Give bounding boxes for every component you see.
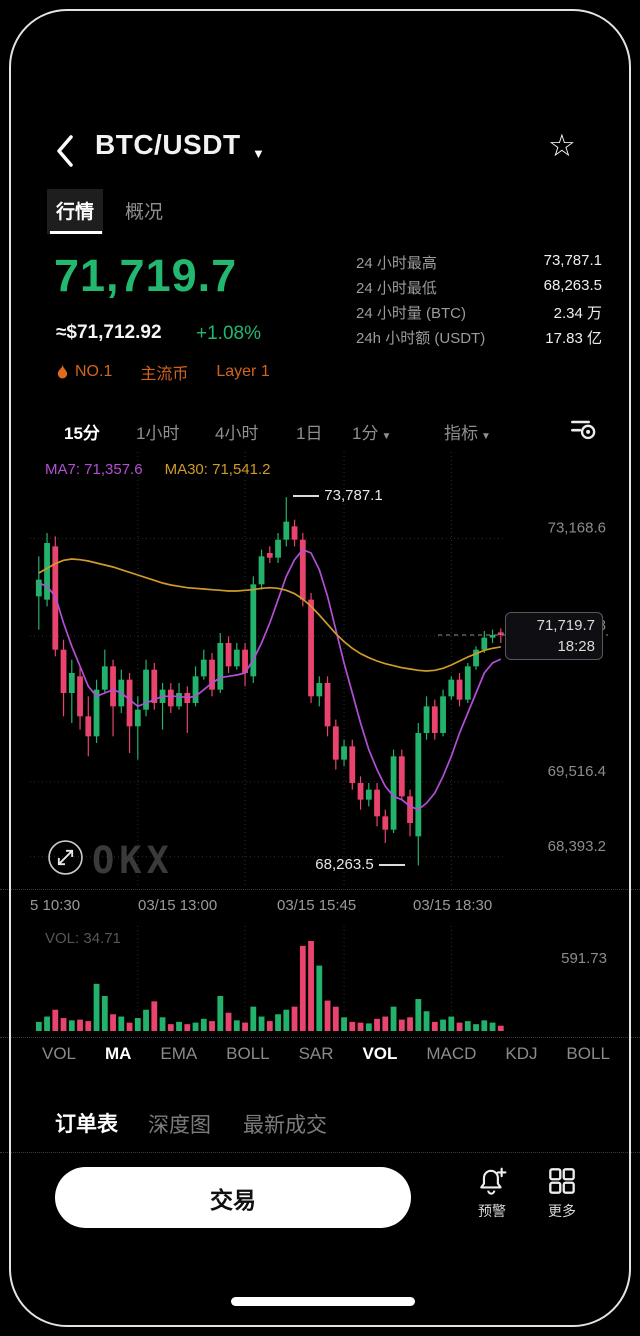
divider bbox=[0, 1037, 640, 1038]
more-button[interactable]: 更多 bbox=[534, 1166, 590, 1221]
last-price-tag-time: 18:28 bbox=[557, 638, 595, 656]
stats-panel: 24 小时最高 73,787.1 24 小时最低 68,263.5 24 小时量… bbox=[356, 252, 602, 352]
ma7-label: MA7: 71,357.6 bbox=[45, 461, 143, 478]
tab-depth-chart[interactable]: 深度图 bbox=[148, 1114, 211, 1137]
tab-overview[interactable]: 概况 bbox=[125, 202, 164, 223]
indicator-selector-row: VOL MA EMA BOLL SAR VOL MACD KDJ BOLL bbox=[42, 1044, 610, 1064]
rank-badge-label: NO.1 bbox=[75, 363, 113, 380]
stat-value: 17.83 亿 bbox=[545, 330, 602, 347]
stat-label: 24 小时最低 bbox=[356, 280, 437, 297]
price-change: +1.08% bbox=[196, 323, 261, 344]
x-tick-3: 03/15 18:30 bbox=[413, 897, 493, 914]
bell-plus-icon bbox=[480, 1167, 507, 1195]
caret-down-icon: ▼ bbox=[381, 431, 392, 442]
caret-down-icon: ▼ bbox=[481, 431, 491, 442]
tag-mainstream[interactable]: 主流币 bbox=[140, 366, 189, 383]
home-indicator bbox=[231, 1297, 415, 1306]
stat-value: 2.34 万 bbox=[553, 305, 602, 322]
more-label: 更多 bbox=[548, 1203, 576, 1219]
x-tick-1: 03/15 13:00 bbox=[138, 897, 218, 914]
x-tick-0: 5 10:30 bbox=[30, 897, 81, 914]
annotation-dash bbox=[378, 863, 405, 866]
price-alert-label: 预警 bbox=[478, 1203, 506, 1219]
tab-latest-trades[interactable]: 最新成交 bbox=[243, 1114, 327, 1137]
stat-row-high: 24 小时最高 73,787.1 bbox=[356, 252, 602, 277]
stat-row-low: 24 小时最低 68,263.5 bbox=[356, 277, 602, 302]
interval-1h[interactable]: 1小时 bbox=[136, 424, 180, 443]
low-annotation: 68,263.5 bbox=[315, 856, 405, 873]
stat-label: 24h 小时额 (USDT) bbox=[356, 330, 486, 347]
x-tick-2: 03/15 15:45 bbox=[277, 897, 357, 914]
indicator-dropdown[interactable]: 指标 ▼ bbox=[444, 424, 491, 443]
tag-layer1[interactable]: Layer 1 bbox=[216, 363, 270, 380]
ma30-label: MA30: 71,541.2 bbox=[164, 461, 271, 478]
price-chart[interactable]: 73,168.671,702.869,516.468,393.2 bbox=[30, 452, 610, 888]
rank-badge[interactable]: NO.1 bbox=[56, 363, 112, 381]
stat-row-turnover-usdt: 24h 小时额 (USDT) 17.83 亿 bbox=[356, 327, 602, 352]
divider bbox=[0, 1152, 640, 1153]
indicator-ema[interactable]: EMA bbox=[160, 1044, 198, 1063]
tab-active-underline bbox=[50, 231, 102, 234]
last-price-tag: 71,719.7 18:28 bbox=[505, 612, 603, 661]
divider bbox=[0, 889, 640, 890]
token-badges: NO.1 主流币 Layer 1 bbox=[56, 360, 270, 384]
indicator-ma[interactable]: MA bbox=[104, 1044, 132, 1063]
expand-chart-icon[interactable] bbox=[47, 839, 84, 876]
tab-order-book[interactable]: 订单表 bbox=[55, 1113, 118, 1136]
pair-dropdown-caret-icon[interactable]: ▼ bbox=[252, 146, 265, 161]
annotation-dash bbox=[293, 494, 320, 497]
high-annotation: 73,787.1 bbox=[293, 487, 383, 504]
fiat-price: ≈$71,712.92 bbox=[56, 322, 162, 343]
svg-text:68,393.2: 68,393.2 bbox=[548, 838, 606, 855]
indicator-settings-icon[interactable] bbox=[570, 417, 598, 441]
interval-15m[interactable]: 15分 bbox=[64, 424, 100, 443]
svg-text:73,168.6: 73,168.6 bbox=[548, 519, 606, 536]
volume-max-label: 591.73 bbox=[561, 950, 607, 967]
indicator-kdj[interactable]: KDJ bbox=[505, 1044, 538, 1063]
stat-label: 24 小时最高 bbox=[356, 255, 437, 272]
tab-market[interactable]: 行情 bbox=[47, 189, 104, 234]
grid-more-icon bbox=[549, 1168, 575, 1194]
last-price-tag-price: 71,719.7 bbox=[536, 617, 595, 635]
back-icon[interactable] bbox=[55, 134, 75, 168]
stat-label: 24 小时量 (BTC) bbox=[356, 305, 467, 322]
price-alert-button[interactable]: 预警 bbox=[464, 1166, 520, 1221]
indicator-sar[interactable]: SAR bbox=[298, 1044, 334, 1063]
stat-value: 68,263.5 bbox=[543, 277, 602, 294]
volume-chart[interactable] bbox=[30, 926, 610, 1034]
page-title[interactable]: BTC/USDT bbox=[95, 129, 241, 160]
volume-current-label: VOL: 34.71 bbox=[45, 930, 121, 947]
stat-value: 73,787.1 bbox=[543, 252, 602, 269]
svg-text:69,516.4: 69,516.4 bbox=[548, 763, 606, 780]
indicator-boll-sub[interactable]: BOLL bbox=[566, 1044, 610, 1063]
stat-row-volume-btc: 24 小时量 (BTC) 2.34 万 bbox=[356, 302, 602, 327]
indicator-macd[interactable]: MACD bbox=[426, 1044, 477, 1063]
indicator-vol-sub[interactable]: VOL bbox=[362, 1044, 398, 1063]
interval-1d[interactable]: 1日 bbox=[296, 424, 323, 443]
interval-more-dropdown[interactable]: 1分 ▼ bbox=[352, 424, 392, 443]
ma-legend: MA7: 71,357.6 MA30: 71,541.2 bbox=[45, 461, 271, 478]
favorite-star-icon[interactable]: ☆ bbox=[548, 128, 576, 163]
flame-icon bbox=[57, 364, 68, 379]
indicator-boll[interactable]: BOLL bbox=[226, 1044, 270, 1063]
indicator-vol-main[interactable]: VOL bbox=[42, 1044, 77, 1063]
trade-button[interactable]: 交易 bbox=[55, 1167, 411, 1228]
last-price: 71,719.7 bbox=[54, 250, 238, 301]
interval-4h[interactable]: 4小时 bbox=[215, 424, 259, 443]
okx-watermark: OKX bbox=[92, 839, 174, 882]
